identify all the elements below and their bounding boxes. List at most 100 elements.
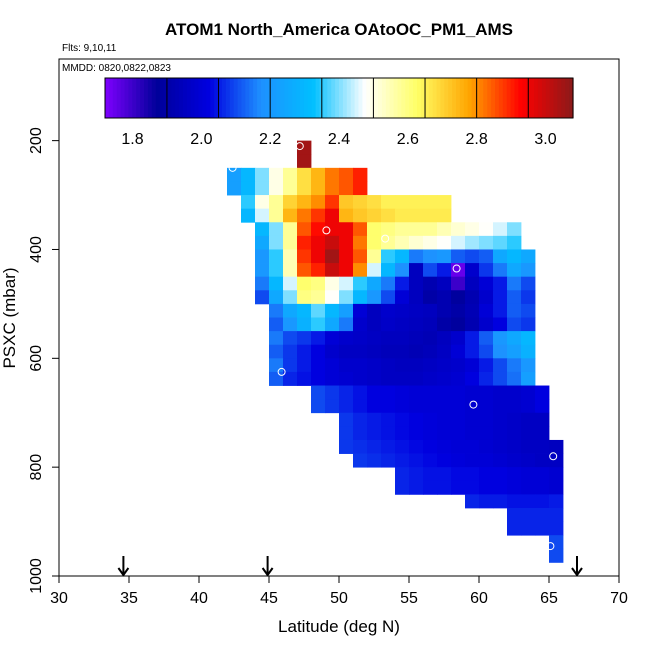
heatmap-cell	[297, 344, 312, 359]
heatmap-cell	[507, 371, 522, 386]
heatmap-cell	[325, 263, 340, 278]
heatmap-cell	[521, 453, 536, 468]
heatmap-cell	[367, 249, 382, 264]
heatmap-cell	[521, 276, 536, 291]
heatmap-cell	[339, 249, 354, 264]
heatmap-cell	[521, 317, 536, 332]
heatmap-cell	[465, 399, 480, 414]
sample-circle	[546, 542, 555, 551]
heatmap-cell	[255, 249, 270, 264]
heatmap-cell	[507, 399, 522, 414]
colorbar-swatch	[140, 78, 145, 118]
heatmap-cell	[339, 181, 354, 196]
heatmap-cell	[325, 399, 340, 414]
heatmap-cell	[283, 344, 298, 359]
y-tick-label: 200	[28, 127, 45, 154]
heatmap-cell	[507, 276, 522, 291]
colorbar-swatch	[186, 78, 192, 118]
heatmap-cell	[451, 331, 466, 346]
heatmap-cell	[479, 494, 494, 509]
colorbar-swatch	[385, 78, 391, 118]
heatmap-cell	[549, 453, 564, 468]
heatmap-cell	[381, 249, 396, 264]
heatmap-cell	[283, 371, 298, 386]
heatmap-cell	[297, 317, 312, 332]
heatmap-cell	[507, 303, 522, 318]
heatmap-cell	[255, 208, 270, 223]
colorbar-swatch	[549, 78, 555, 118]
x-tick-label: 45	[260, 590, 278, 607]
heatmap-cell	[367, 317, 382, 332]
heatmap-cell	[423, 453, 438, 468]
x-axis-label: Latitude (deg N)	[278, 617, 400, 636]
heatmap-cell	[297, 290, 312, 305]
heatmap-cell	[255, 181, 270, 196]
heatmap-cell	[395, 195, 410, 210]
colorbar-swatch	[561, 78, 566, 118]
heatmap-cell	[451, 371, 466, 386]
heatmap-cell	[521, 249, 536, 264]
heatmap-cell	[367, 331, 382, 346]
heatmap-cell	[549, 535, 564, 550]
sample-circle	[469, 400, 478, 409]
heatmap-cell	[507, 331, 522, 346]
heatmap-cell	[479, 249, 494, 264]
heatmap-cell	[423, 385, 438, 400]
heatmap-cell	[297, 222, 312, 237]
heatmap-cell	[493, 263, 508, 278]
x-tick-label: 30	[50, 590, 68, 607]
x-tick-label: 70	[610, 590, 628, 607]
colorbar-swatch	[327, 78, 332, 118]
colorbar-swatch	[498, 78, 504, 118]
heatmap-cell	[381, 208, 396, 223]
heatmap-cell	[241, 195, 256, 210]
colorbar-swatch	[530, 78, 535, 118]
sample-circle	[381, 234, 390, 243]
heatmap-cell	[535, 467, 550, 482]
heatmap-cell	[367, 263, 382, 278]
heatmap-cell	[493, 371, 508, 386]
heatmap-cell	[353, 371, 368, 386]
heatmap-cell	[493, 385, 508, 400]
colorbar-tick-labels: 1.8 2.0 2.2 2.4 2.6 2.8 3.0	[121, 131, 556, 148]
colorbar-swatch	[346, 78, 352, 118]
heatmap-cell	[297, 263, 312, 278]
heatmap-cell	[395, 222, 410, 237]
heatmap-cell	[367, 290, 382, 305]
y-axis-label: PSXC (mbar)	[0, 267, 19, 368]
heatmap-cell	[521, 439, 536, 454]
heatmap-cell	[479, 412, 494, 427]
heatmap-cell	[339, 426, 354, 441]
colorbar-swatch	[510, 78, 516, 118]
heatmap-cell	[353, 439, 368, 454]
colorbar-swatch	[175, 78, 180, 118]
heatmap-cell	[339, 358, 354, 373]
heatmap-cell	[479, 276, 494, 291]
heatmap-cell	[549, 507, 564, 522]
heatmap-cell	[381, 385, 396, 400]
colorbar-tick-label: 2.8	[466, 131, 488, 148]
colorbar-swatch	[487, 78, 492, 118]
down-arrow-icon	[571, 556, 583, 577]
heatmap-cell	[367, 195, 382, 210]
heatmap-cell	[325, 167, 340, 182]
heatmap-cell	[451, 426, 466, 441]
heatmap-cell	[521, 371, 536, 386]
heatmap-cell	[381, 344, 396, 359]
colorbar-swatch	[405, 78, 410, 118]
colorbar-swatch	[116, 78, 122, 118]
heatmap-cell	[465, 303, 480, 318]
heatmap-cell	[507, 249, 522, 264]
colorbar-swatch	[413, 78, 418, 118]
heatmap-cell	[423, 399, 438, 414]
heatmap-cell	[353, 303, 368, 318]
heatmap-cell	[465, 480, 480, 495]
colorbar-swatch	[362, 78, 367, 118]
heatmap-cell	[283, 358, 298, 373]
heatmap-cell	[269, 290, 284, 305]
colorbar-swatch	[272, 78, 278, 118]
heatmap-cell	[367, 276, 382, 291]
heatmap-cell	[521, 467, 536, 482]
heatmap-cell	[479, 290, 494, 305]
heatmap-cell	[381, 263, 396, 278]
